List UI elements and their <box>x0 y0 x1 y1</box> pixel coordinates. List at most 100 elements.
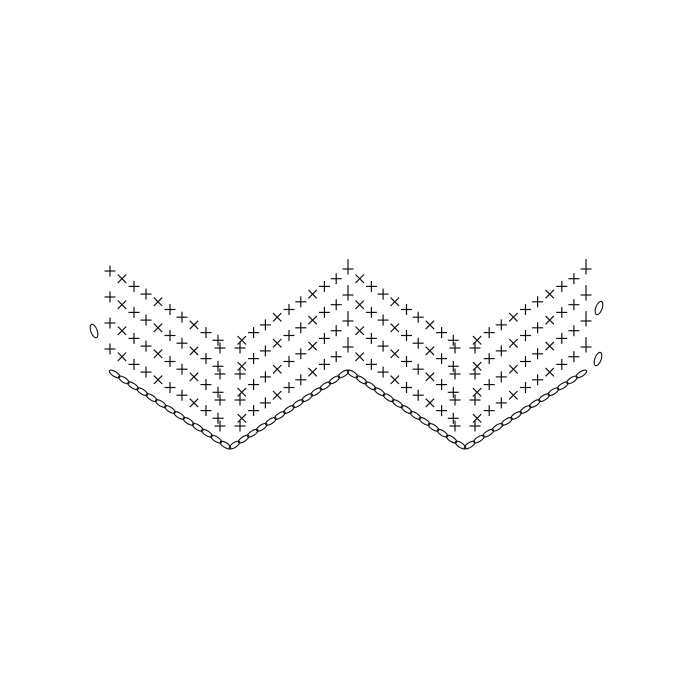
single-crochet-symbol <box>260 397 271 408</box>
single-crochet-symbol <box>165 304 176 315</box>
single-crochet-symbol <box>470 343 481 354</box>
single-crochet-symbol <box>215 369 226 380</box>
single-crochet-symbol <box>568 351 579 362</box>
decrease-symbol <box>426 347 434 355</box>
single-crochet-symbol <box>177 364 188 375</box>
single-crochet-symbol <box>378 341 389 352</box>
increase-symbol <box>581 259 592 274</box>
chain-stitch <box>382 392 395 403</box>
chain-stitch <box>200 428 213 439</box>
chain-stitch <box>228 440 241 451</box>
chain-stitch <box>391 398 404 409</box>
single-crochet-symbol <box>436 353 447 364</box>
chain-stitch <box>463 440 476 451</box>
single-crochet-symbol <box>177 338 188 349</box>
turning-chain <box>89 323 100 338</box>
stitch-rows <box>105 259 592 431</box>
single-crochet-symbol <box>295 322 306 333</box>
decrease-symbol <box>509 313 517 321</box>
single-crochet-symbol <box>141 341 152 352</box>
single-crochet-symbol <box>331 299 342 310</box>
single-crochet-symbol <box>141 367 152 378</box>
chain-stitch <box>255 422 268 433</box>
single-crochet-symbol <box>248 353 259 364</box>
chain-stitch <box>482 428 495 439</box>
decrease-symbol <box>273 313 281 321</box>
increase-symbol <box>343 285 354 300</box>
decrease-symbol <box>238 414 246 422</box>
single-crochet-symbol <box>213 387 224 398</box>
single-crochet-symbol <box>470 369 481 380</box>
single-crochet-symbol <box>235 343 246 354</box>
single-crochet-symbol <box>105 292 116 303</box>
single-crochet-symbol <box>532 296 543 307</box>
single-crochet-symbol <box>484 405 495 416</box>
chain-stitch <box>364 380 377 391</box>
single-crochet-symbol <box>378 315 389 326</box>
decrease-symbol <box>509 339 517 347</box>
single-crochet-symbol <box>295 348 306 359</box>
turning-chain <box>593 351 604 366</box>
single-crochet-symbol <box>105 266 116 277</box>
chain-stitch <box>127 380 140 391</box>
decrease-symbol <box>154 350 162 358</box>
single-crochet-symbol <box>436 379 447 390</box>
single-crochet-symbol <box>295 296 306 307</box>
chain-stitch <box>319 380 332 391</box>
chain-stitch <box>145 392 158 403</box>
decrease-symbol <box>273 391 281 399</box>
decrease-symbol <box>391 298 399 306</box>
chain-stitch <box>427 422 440 433</box>
single-crochet-symbol <box>556 359 567 370</box>
decrease-symbol <box>118 327 126 335</box>
single-crochet-symbol <box>532 348 543 359</box>
decrease-symbol <box>118 275 126 283</box>
single-crochet-symbol <box>496 345 507 356</box>
single-crochet-symbol <box>248 379 259 390</box>
single-crochet-symbol <box>401 304 412 315</box>
decrease-symbol <box>356 275 364 283</box>
decrease-symbol <box>190 347 198 355</box>
chain-stitch <box>108 369 121 380</box>
decrease-symbol <box>238 336 246 344</box>
decrease-symbol <box>509 391 517 399</box>
single-crochet-symbol <box>556 333 567 344</box>
single-crochet-symbol <box>378 367 389 378</box>
single-crochet-symbol <box>260 345 271 356</box>
single-crochet-symbol <box>520 330 531 341</box>
decrease-symbol <box>426 373 434 381</box>
chain-stitch <box>445 434 458 445</box>
single-crochet-symbol <box>284 382 295 393</box>
chain-stitch <box>510 410 523 421</box>
single-crochet-symbol <box>260 319 271 330</box>
single-crochet-symbol <box>177 390 188 401</box>
chain-stitch <box>117 375 130 386</box>
decrease-symbol <box>546 290 554 298</box>
single-crochet-symbol <box>235 395 246 406</box>
decrease-symbol <box>154 298 162 306</box>
single-crochet-symbol <box>484 379 495 390</box>
decrease-symbol <box>273 339 281 347</box>
chain-stitch <box>173 410 186 421</box>
chain-stitch <box>164 404 177 415</box>
single-crochet-symbol <box>105 318 116 329</box>
single-crochet-symbol <box>201 327 212 338</box>
single-crochet-symbol <box>401 356 412 367</box>
single-crochet-symbol <box>366 359 377 370</box>
chain-stitch <box>237 434 250 445</box>
single-crochet-symbol <box>165 330 176 341</box>
chain-stitch <box>346 369 359 380</box>
single-crochet-symbol <box>496 371 507 382</box>
increase-symbol <box>581 311 592 326</box>
single-crochet-symbol <box>520 304 531 315</box>
single-crochet-symbol <box>213 413 224 424</box>
decrease-symbol <box>391 324 399 332</box>
single-crochet-symbol <box>319 359 330 370</box>
single-crochet-symbol <box>201 379 212 390</box>
decrease-symbol <box>238 362 246 370</box>
chain-stitch <box>355 375 368 386</box>
single-crochet-symbol <box>401 382 412 393</box>
chain-stitch <box>246 428 259 439</box>
